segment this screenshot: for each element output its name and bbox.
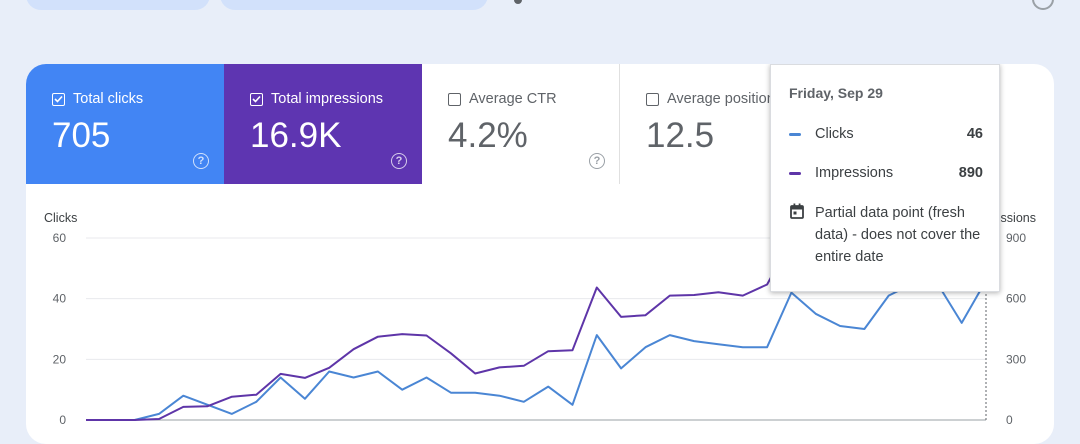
help-icon[interactable]: ? bbox=[391, 153, 407, 169]
y-left-tick-label: 40 bbox=[53, 292, 67, 306]
metric-label-impressions: Total impressions bbox=[250, 91, 383, 107]
help-icon[interactable]: ? bbox=[589, 153, 605, 169]
y-right-tick-label: 0 bbox=[1006, 413, 1013, 426]
calendar-icon bbox=[790, 203, 804, 219]
tooltip-clicks-label: Clicks bbox=[815, 126, 854, 142]
metric-label-clicks: Total clicks bbox=[52, 91, 143, 107]
y-right-tick-label: 300 bbox=[1006, 352, 1026, 366]
metric-card-total-impressions[interactable]: Total impressions 16.9K ? bbox=[224, 64, 422, 184]
metric-value-impressions: 16.9K bbox=[250, 116, 342, 155]
y-right-tick-label: 900 bbox=[1006, 231, 1026, 245]
y-left-axis-label: Clicks bbox=[44, 211, 77, 225]
y-right-tick-label: 600 bbox=[1006, 292, 1026, 306]
metric-card-total-clicks[interactable]: Total clicks 705 ? bbox=[26, 64, 224, 184]
y-left-tick-label: 60 bbox=[53, 231, 67, 245]
checkbox-unchecked-icon[interactable] bbox=[646, 92, 659, 106]
metric-label-ctr: Average CTR bbox=[448, 91, 557, 107]
checkbox-checked-icon[interactable] bbox=[52, 92, 65, 106]
metric-value-clicks: 705 bbox=[52, 116, 111, 155]
y-left-tick-label: 0 bbox=[59, 413, 66, 426]
performance-panel: Total clicks 705 ? Total impressions 16.… bbox=[26, 64, 1054, 444]
y-left-tick-label: 20 bbox=[53, 352, 67, 366]
tooltip-clicks-value: 46 bbox=[966, 126, 983, 142]
filter-chip-search-type[interactable] bbox=[26, 0, 210, 10]
tooltip-note: Partial data point (fresh data) - does n… bbox=[815, 205, 981, 265]
impressions-swatch bbox=[789, 172, 801, 175]
series-line-clicks bbox=[86, 280, 987, 421]
tooltip-date: Friday, Sep 29 bbox=[789, 85, 883, 101]
metric-label-position: Average position bbox=[646, 91, 775, 107]
top-dot bbox=[514, 0, 522, 4]
help-icon[interactable] bbox=[1032, 0, 1054, 10]
metric-card-average-position[interactable]: Average position 12.5 bbox=[620, 64, 818, 184]
tooltip-impressions-value: 890 bbox=[958, 165, 983, 181]
metric-value-position: 12.5 bbox=[646, 116, 715, 155]
tooltip-impressions-label: Impressions bbox=[815, 165, 894, 181]
checkbox-checked-icon[interactable] bbox=[250, 92, 263, 106]
metric-card-average-ctr[interactable]: Average CTR 4.2% ? bbox=[422, 64, 620, 184]
checkbox-unchecked-icon[interactable] bbox=[448, 92, 461, 106]
chart-tooltip: Friday, Sep 29 Clicks 46 Impressions 890… bbox=[770, 64, 1000, 292]
filter-chip-date[interactable] bbox=[220, 0, 488, 10]
metric-cards: Total clicks 705 ? Total impressions 16.… bbox=[26, 64, 1054, 184]
clicks-swatch bbox=[789, 133, 801, 136]
help-icon[interactable]: ? bbox=[193, 153, 209, 169]
metric-value-ctr: 4.2% bbox=[448, 116, 528, 155]
